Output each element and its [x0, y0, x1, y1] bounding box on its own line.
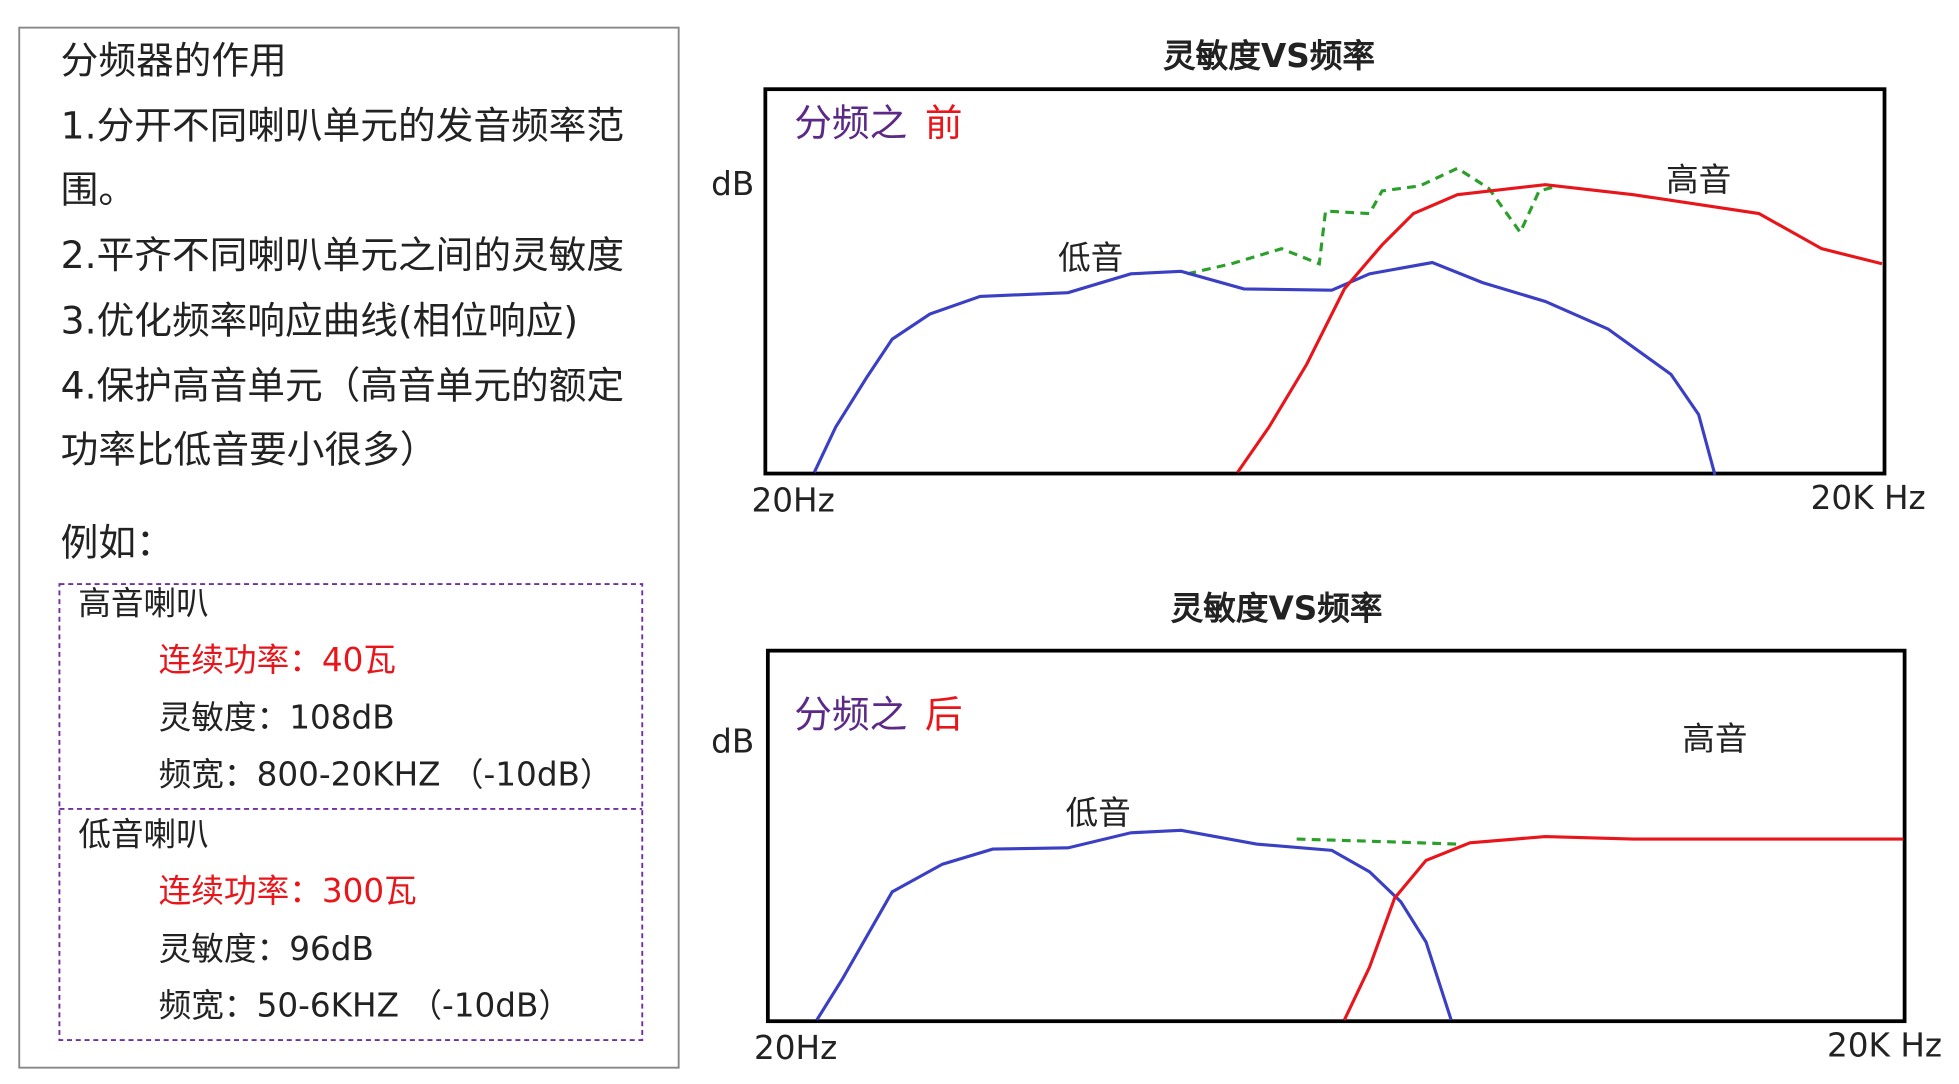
x-start-label: 20Hz: [752, 481, 835, 519]
speaker-bandwidth: 频宽：50-6KHZ （-10dB）: [159, 986, 571, 1024]
panel-title: 分频器的作用: [61, 38, 287, 82]
graph-frame: [763, 87, 1887, 476]
panel-line: 围。: [61, 168, 136, 212]
combined-curve: [1296, 837, 1458, 846]
example-label: 例如：: [61, 521, 174, 565]
panel-line: 2.平齐不同喇叭单元之间的灵敏度: [61, 233, 624, 277]
graph-frame: [765, 648, 1907, 1024]
tweeter-label: 高音: [1666, 161, 1731, 199]
x-start-label: 20Hz: [754, 1029, 837, 1067]
left-panel-border: [18, 26, 680, 1069]
speaker-power: 连续功率：300瓦: [159, 872, 417, 910]
speaker-bandwidth: 频宽：800-20KHZ （-10dB）: [159, 755, 613, 793]
speaker-sensitivity: 灵敏度：108dB: [159, 699, 395, 737]
tweeter-curve: [1236, 183, 1883, 474]
x-end-label: 20K Hz: [1827, 1027, 1942, 1065]
y-axis-label: dB: [711, 165, 754, 203]
stage-prefix: 分频之: [794, 101, 907, 145]
stage: 后: [925, 693, 963, 737]
speaker-power: 连续功率：40瓦: [159, 641, 396, 679]
graph-title: 灵敏度VS频率: [1163, 37, 1375, 75]
panel-line: 功率比低音要小很多）: [61, 428, 438, 472]
panel-line: 3.优化频率响应曲线(相位响应): [61, 298, 578, 342]
example-box: [58, 583, 644, 1041]
panel-line: 4.保护高音单元（高音单元的额定: [61, 364, 624, 408]
speaker-name: 低音喇叭: [78, 816, 209, 854]
speaker-name: 高音喇叭: [78, 584, 209, 622]
y-axis-label: dB: [711, 723, 754, 761]
graph-title: 灵敏度VS频率: [1171, 589, 1383, 627]
woofer-label: 低音: [1058, 239, 1123, 277]
woofer-label: 低音: [1066, 794, 1131, 832]
stage: 前: [925, 101, 963, 145]
tweeter-label: 高音: [1682, 720, 1747, 758]
stage-prefix: 分频之: [794, 693, 907, 737]
tweeter-curve: [1342, 834, 1904, 1021]
panel-line: 1.分开不同喇叭单元的发音频率范: [61, 104, 624, 148]
combined-curve: [1187, 166, 1559, 276]
woofer-curve: [815, 828, 1453, 1021]
woofer-curve: [812, 260, 1717, 476]
x-end-label: 20K Hz: [1811, 479, 1926, 517]
speaker-sensitivity: 灵敏度：96dB: [159, 930, 374, 968]
graph-labels: 灵敏度VS频率dB分频之 前低音高音20Hz 20K Hz灵敏度VS频率dB分频之后…: [711, 37, 1942, 1067]
